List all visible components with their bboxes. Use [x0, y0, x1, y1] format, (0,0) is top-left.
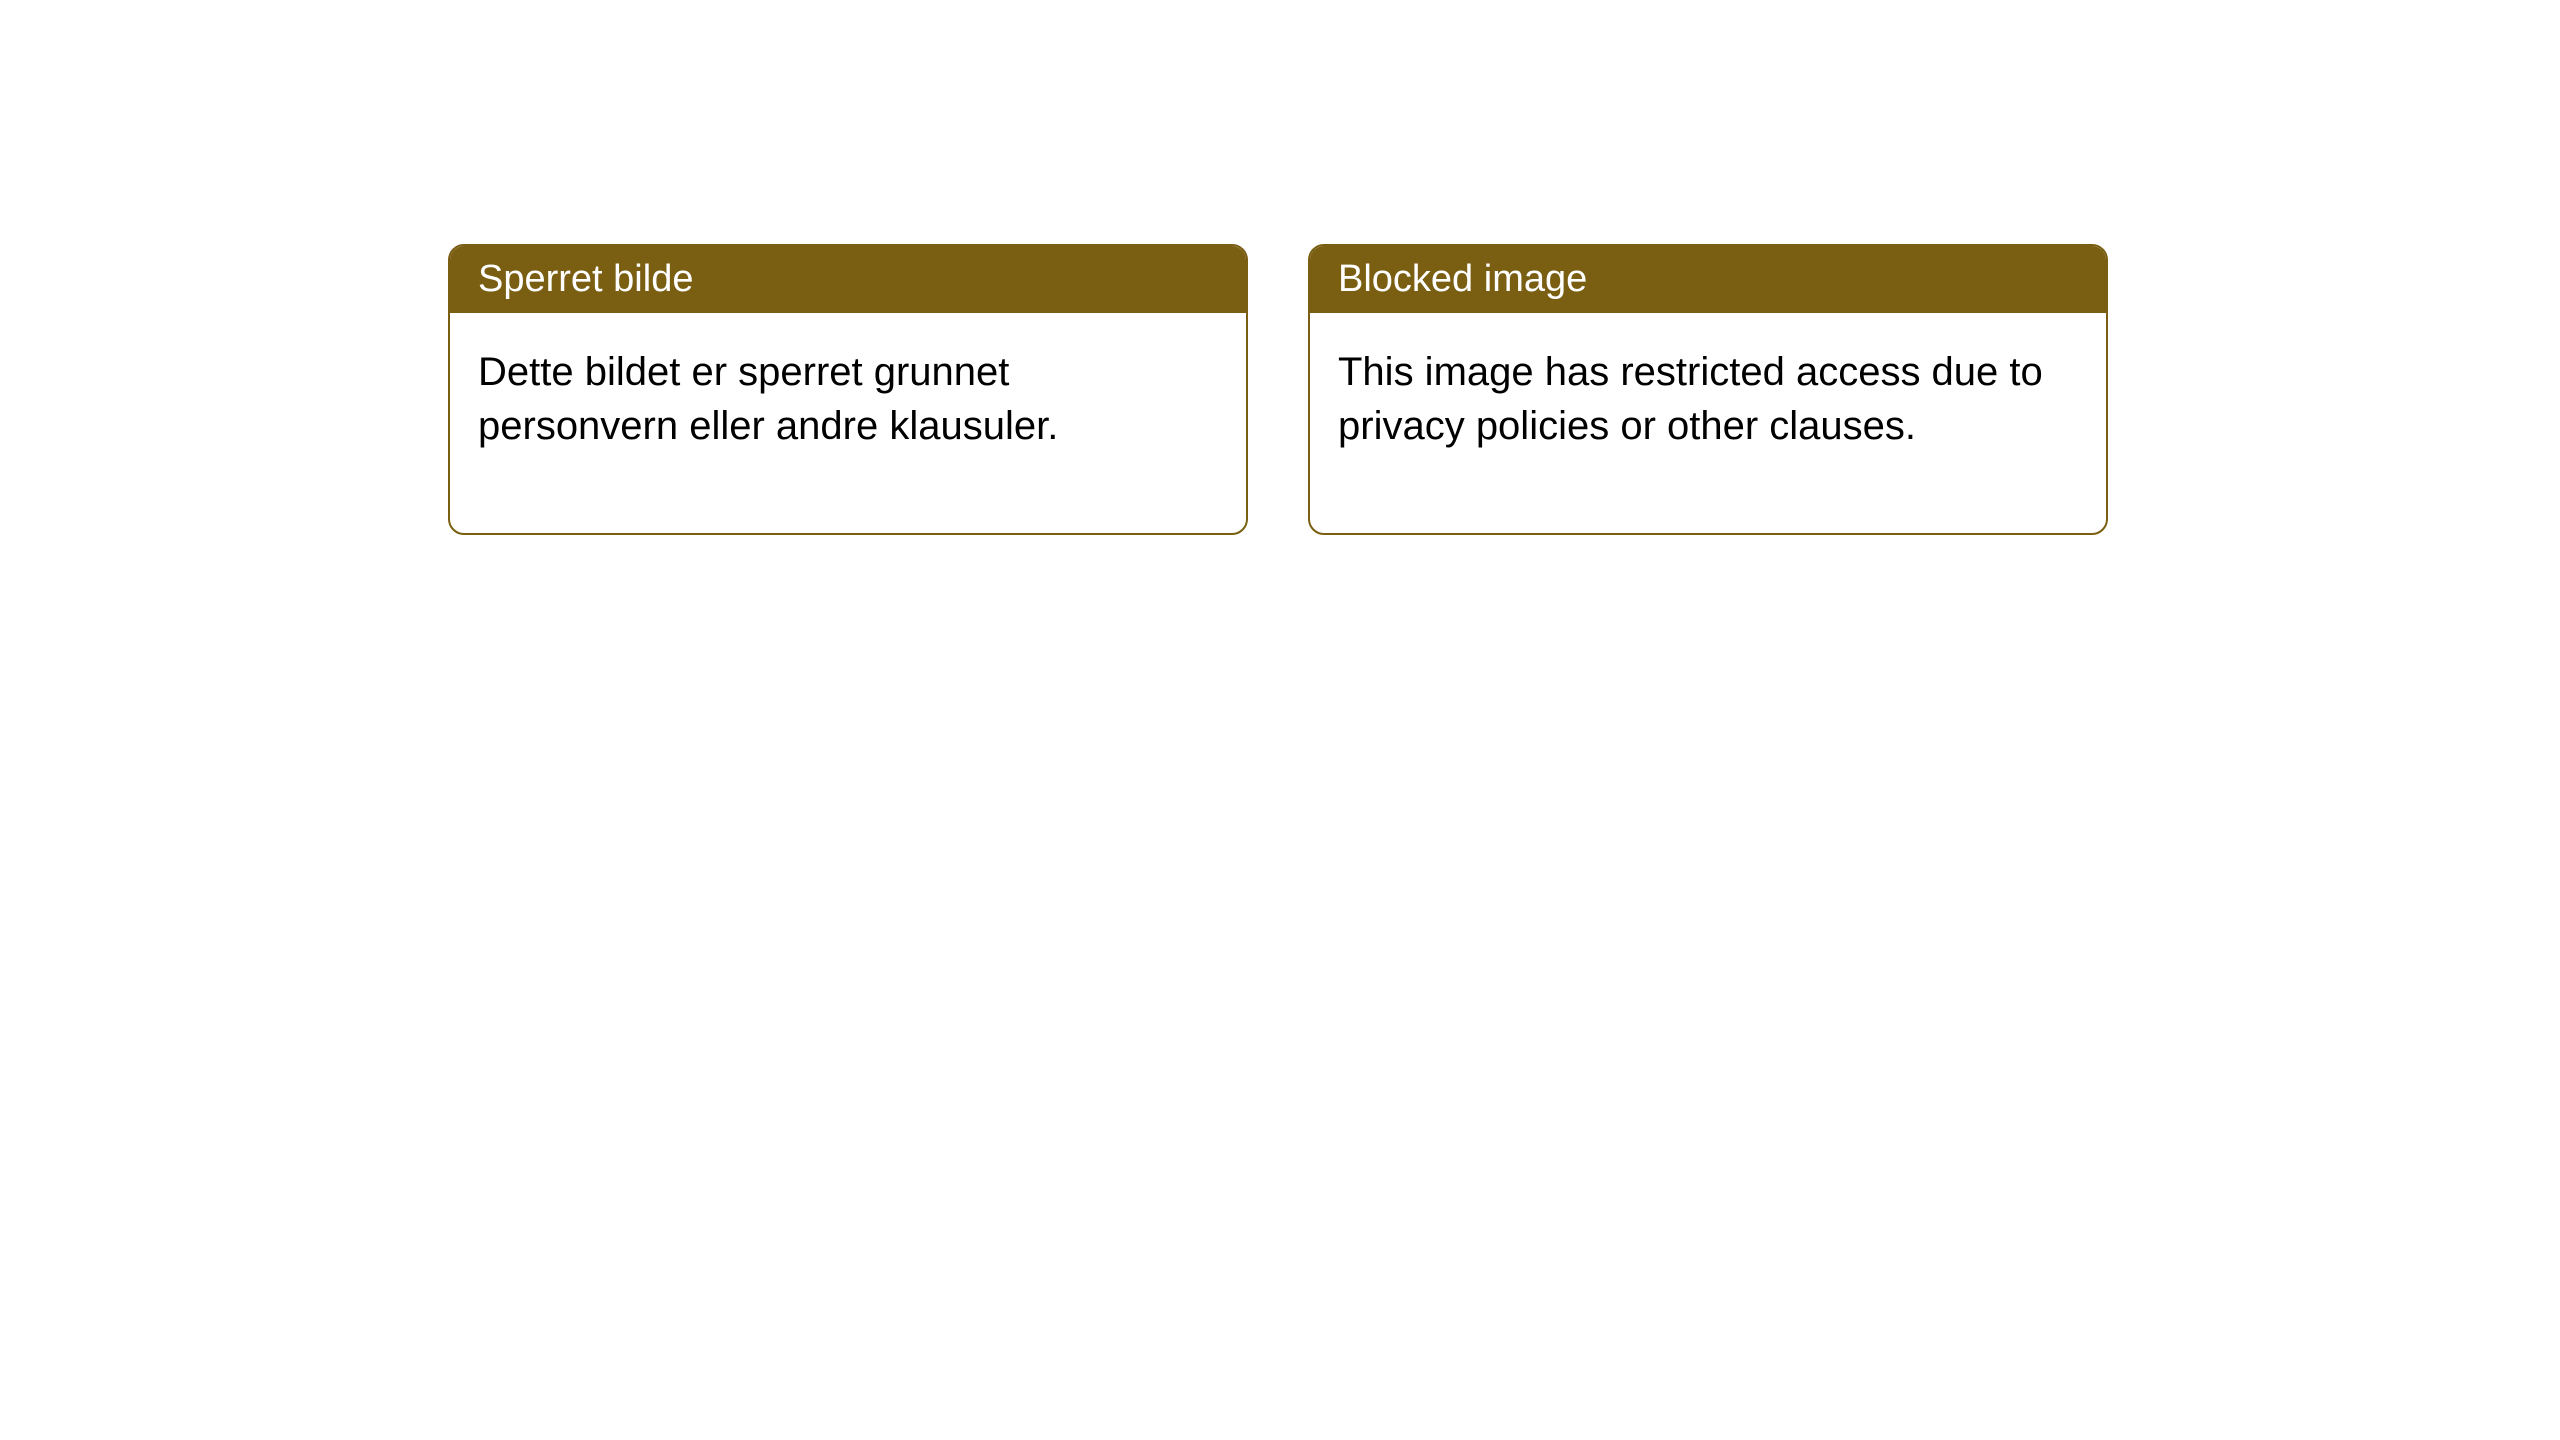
- notice-title-norwegian: Sperret bilde: [450, 246, 1246, 313]
- notice-body-norwegian: Dette bildet er sperret grunnet personve…: [450, 313, 1246, 533]
- notice-body-english: This image has restricted access due to …: [1310, 313, 2106, 533]
- notice-card-english: Blocked image This image has restricted …: [1308, 244, 2108, 535]
- notice-title-english: Blocked image: [1310, 246, 2106, 313]
- notice-card-norwegian: Sperret bilde Dette bildet er sperret gr…: [448, 244, 1248, 535]
- notice-container: Sperret bilde Dette bildet er sperret gr…: [448, 244, 2108, 535]
